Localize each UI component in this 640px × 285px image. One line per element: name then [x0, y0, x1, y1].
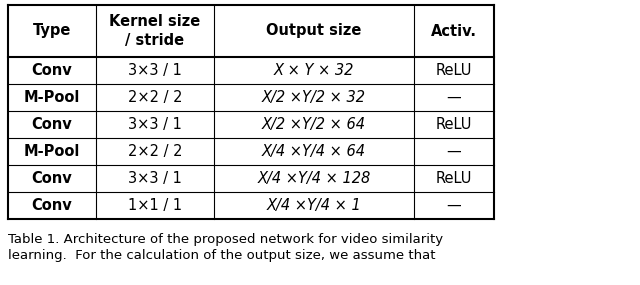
Text: 3×3 / 1: 3×3 / 1: [128, 117, 182, 132]
Text: Kernel size
/ stride: Kernel size / stride: [109, 14, 200, 48]
Text: —: —: [447, 198, 461, 213]
Text: Conv: Conv: [31, 171, 72, 186]
Text: X/4 ×Y/4 × 64: X/4 ×Y/4 × 64: [262, 144, 366, 159]
Text: 3×3 / 1: 3×3 / 1: [128, 63, 182, 78]
Text: —: —: [447, 144, 461, 159]
Text: M-Pool: M-Pool: [24, 90, 80, 105]
Text: X/4 ×Y/4 × 1: X/4 ×Y/4 × 1: [267, 198, 362, 213]
Text: Type: Type: [33, 23, 71, 38]
Text: X/2 ×Y/2 × 64: X/2 ×Y/2 × 64: [262, 117, 366, 132]
Text: Conv: Conv: [31, 63, 72, 78]
Text: ReLU: ReLU: [436, 117, 472, 132]
Text: ReLU: ReLU: [436, 63, 472, 78]
Text: X/4 ×Y/4 × 128: X/4 ×Y/4 × 128: [257, 171, 371, 186]
Text: X × Y × 32: X × Y × 32: [274, 63, 354, 78]
Text: 3×3 / 1: 3×3 / 1: [128, 171, 182, 186]
Text: Output size: Output size: [266, 23, 362, 38]
Text: —: —: [447, 90, 461, 105]
Text: Conv: Conv: [31, 198, 72, 213]
Text: ReLU: ReLU: [436, 171, 472, 186]
Text: M-Pool: M-Pool: [24, 144, 80, 159]
Text: 2×2 / 2: 2×2 / 2: [128, 144, 182, 159]
Text: Activ.: Activ.: [431, 23, 477, 38]
Text: 2×2 / 2: 2×2 / 2: [128, 90, 182, 105]
Text: 1×1 / 1: 1×1 / 1: [128, 198, 182, 213]
Text: learning.  For the calculation of the output size, we assume that: learning. For the calculation of the out…: [8, 249, 435, 262]
Text: Table 1. Architecture of the proposed network for video similarity: Table 1. Architecture of the proposed ne…: [8, 233, 443, 246]
Text: X/2 ×Y/2 × 32: X/2 ×Y/2 × 32: [262, 90, 366, 105]
Text: Conv: Conv: [31, 117, 72, 132]
